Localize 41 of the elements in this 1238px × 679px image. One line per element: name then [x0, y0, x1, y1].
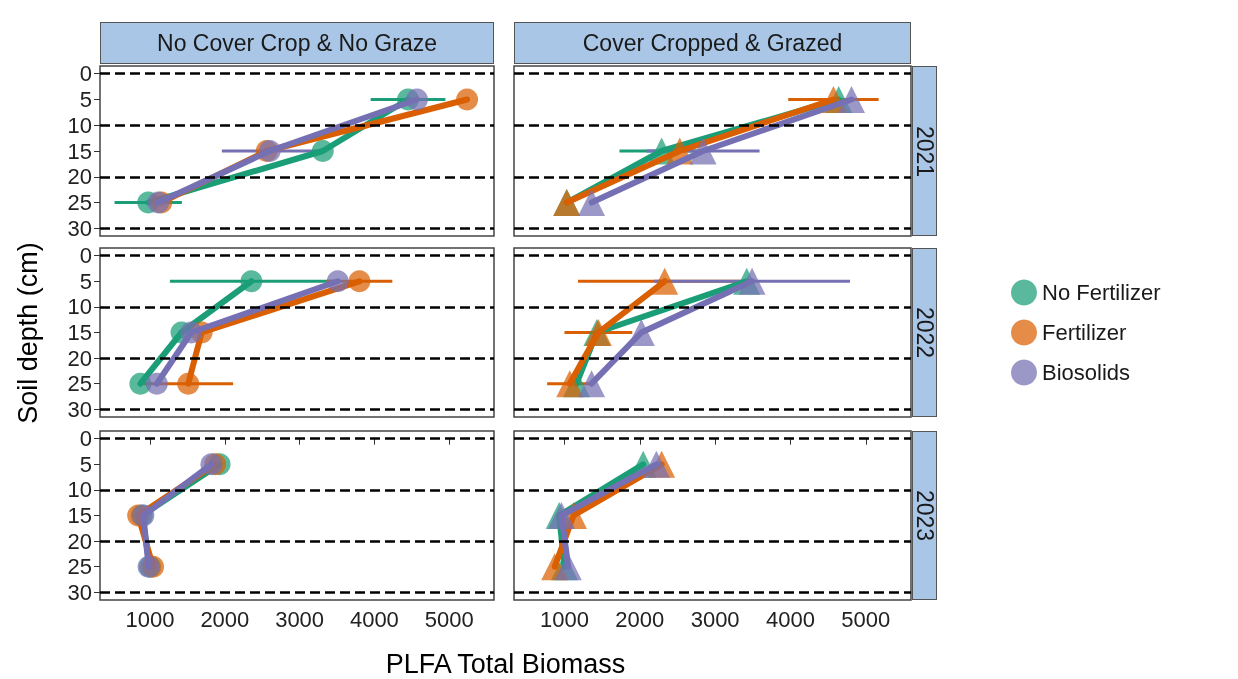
x-tick-label: 5000 — [424, 606, 474, 632]
y-tick-label: 20 — [67, 528, 92, 554]
text: 2023 — [911, 489, 939, 542]
x-tick-label: 4000 — [349, 606, 399, 632]
x-tick-label: 2000 — [615, 606, 665, 632]
y-tick-label: 15 — [67, 503, 92, 528]
x-tick-label: 1000 — [540, 606, 589, 632]
y-tick-label: 20 — [67, 164, 92, 190]
y-tick-label: 25 — [67, 554, 92, 580]
legend-label: Biosolids — [1042, 360, 1131, 385]
y-tick-label: 0 — [79, 243, 92, 269]
x-tick-label: 3000 — [275, 606, 325, 632]
y-tick-label: 0 — [79, 61, 92, 87]
y-tick-label: 25 — [67, 190, 92, 216]
y-tick-label: 15 — [67, 138, 92, 164]
y-tick-label: 20 — [67, 345, 92, 371]
x-axis-title: PLFA Total Biomass — [385, 648, 626, 679]
x-tick-label: 2000 — [200, 606, 250, 632]
legend-label: No Fertilizer — [1042, 280, 1161, 305]
y-tick-label: 10 — [67, 112, 92, 138]
x-tick-label: 4000 — [765, 606, 815, 632]
chart-title: No Cover Crop & No Graze — [100, 22, 494, 64]
y-tick-label: 25 — [67, 371, 92, 397]
y-axis-title: Soil depth (cm) — [12, 242, 44, 424]
text: 2021 — [911, 125, 939, 177]
text: 2022 — [911, 306, 939, 359]
x-tick-label: 3000 — [690, 606, 740, 632]
x-tick-label: 5000 — [841, 606, 891, 632]
y-tick-label: 10 — [67, 477, 92, 503]
y-tick-label: 5 — [79, 451, 92, 477]
y-tick-label: 5 — [79, 86, 92, 112]
y-tick-label: 15 — [67, 320, 92, 345]
legend-label: Fertilizer — [1042, 320, 1127, 345]
y-tick-label: 30 — [67, 215, 92, 241]
x-tick-label: 1000 — [125, 606, 175, 632]
y-tick-label: 5 — [79, 268, 92, 294]
y-tick-label: 30 — [67, 579, 92, 605]
y-tick-label: 10 — [67, 294, 92, 320]
y-tick-label: 0 — [79, 426, 92, 452]
chart-title: Cover Cropped & Grazed — [514, 22, 911, 64]
y-tick-label: 30 — [67, 396, 92, 422]
